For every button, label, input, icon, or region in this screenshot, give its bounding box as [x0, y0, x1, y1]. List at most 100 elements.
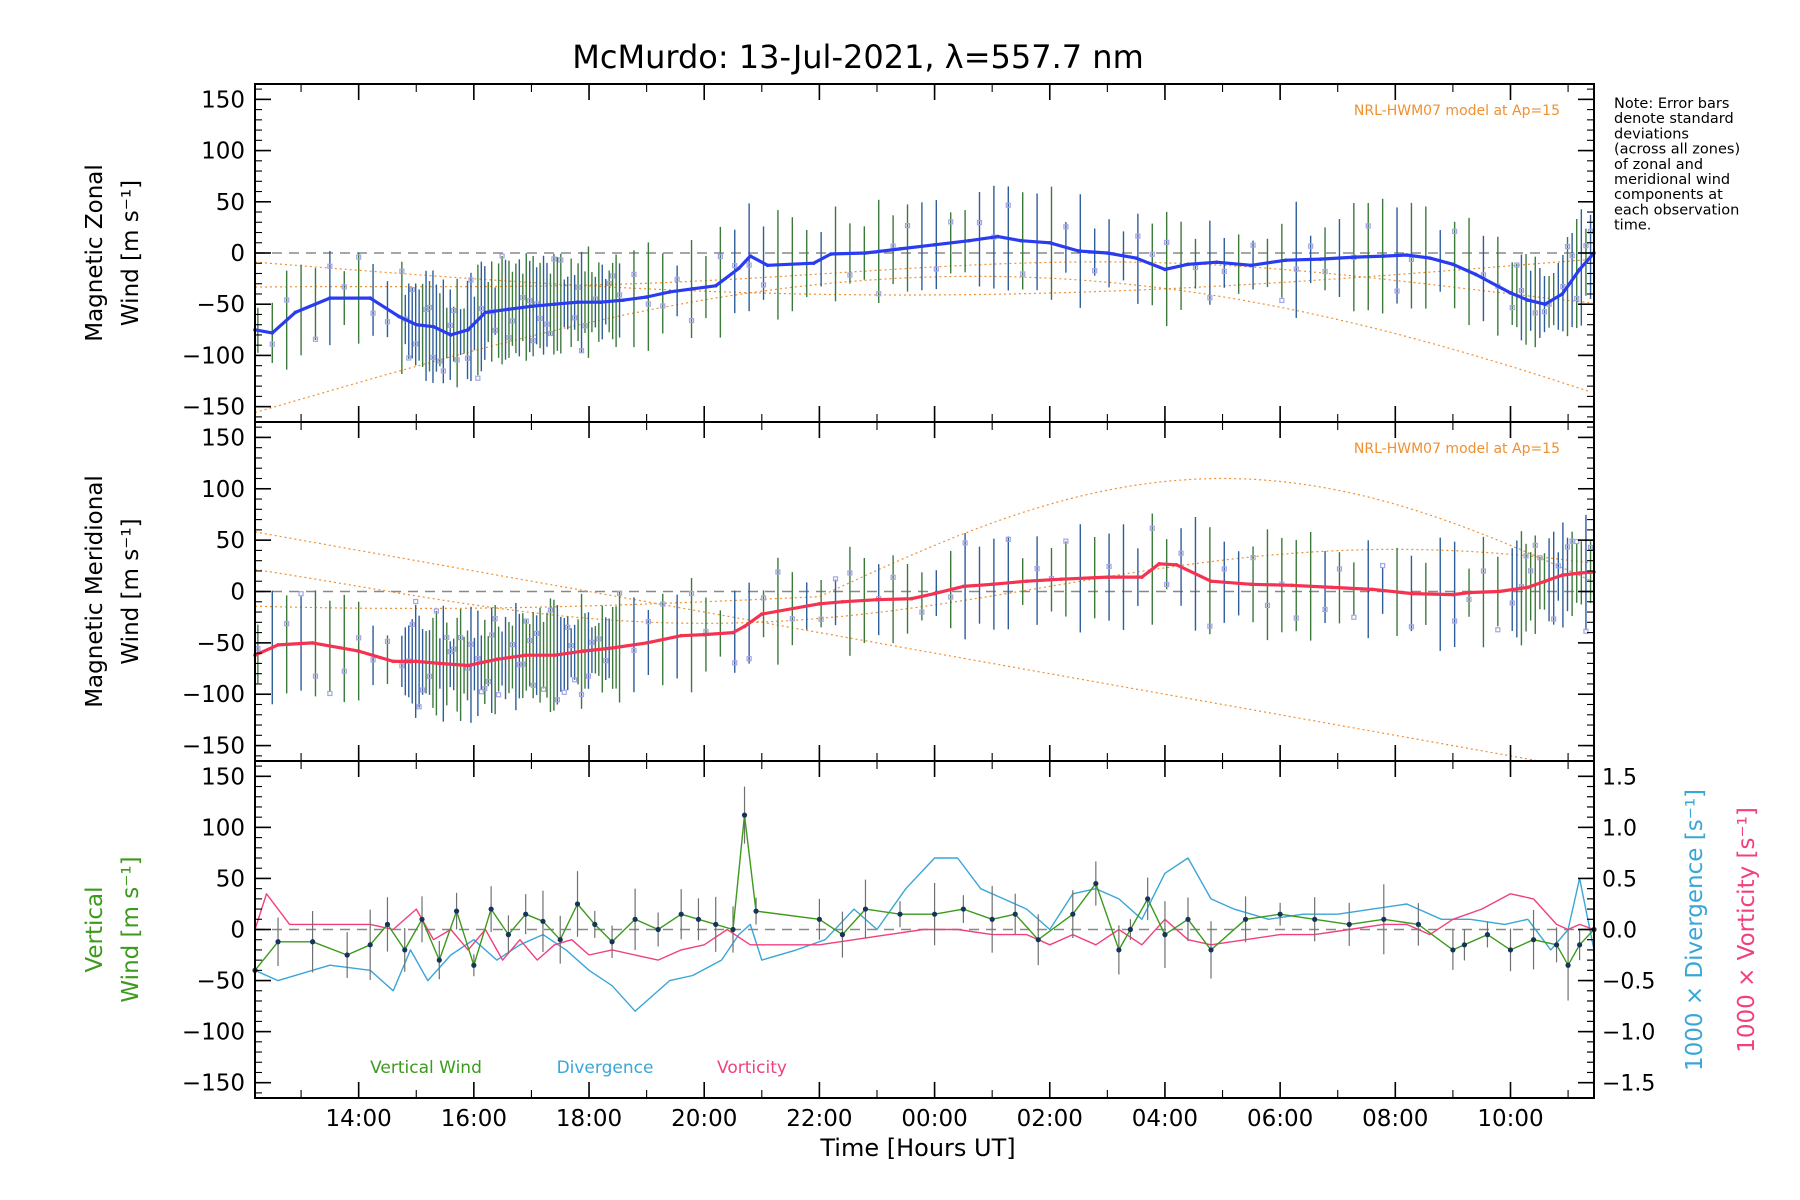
zonal-wind-point: [1560, 292, 1565, 296]
zonal-wind-point: [293, 310, 298, 315]
meridional-wind-point: [1560, 573, 1565, 577]
scatter-point: [284, 621, 290, 627]
meridional-wind-point: [610, 646, 614, 650]
zonal-wind-point: [1047, 240, 1052, 245]
zonal-wind-point: [575, 300, 580, 304]
vertical-wind-point: [655, 926, 661, 933]
model-curve: [254, 261, 1592, 304]
x-tick-label: 00:00: [901, 1106, 967, 1132]
vertical-wind-point: [436, 957, 442, 963]
meridional-wind-point: [437, 661, 442, 666]
zonal-wind-point: [996, 234, 1000, 239]
meridional-wind-point: [875, 597, 879, 602]
x-tick-label: 06:00: [1247, 1106, 1313, 1132]
zonal-wind-point: [811, 261, 816, 266]
meridional-wind-point: [310, 641, 315, 645]
scatter-point: [509, 318, 516, 324]
scatter-point: [558, 257, 564, 263]
scatter-point: [775, 569, 781, 575]
vertical-wind-point: [1312, 916, 1318, 922]
vertical-wind-point: [453, 908, 460, 914]
meridional-wind-point: [909, 596, 914, 601]
scatter-point: [1569, 538, 1575, 544]
zonal-wind-point: [667, 290, 672, 294]
y-tick-label: 100: [201, 139, 245, 165]
zonal-wind-point: [1474, 272, 1478, 277]
vertical-wind-point: [1242, 916, 1249, 922]
right-y-tick-label: 0.0: [1602, 919, 1637, 944]
vertical-wind-point: [419, 916, 425, 922]
zonal-wind-point: [765, 263, 770, 268]
zonal-wind-point: [598, 300, 603, 304]
vertical-wind-point: [1577, 942, 1583, 948]
meridional-wind-point: [1577, 571, 1582, 575]
meridional-wind-point: [742, 624, 747, 629]
scatter-point: [1564, 544, 1571, 550]
zonal-wind-point: [1186, 262, 1190, 267]
zonal-wind-point: [270, 331, 275, 335]
scatter-point: [760, 595, 767, 601]
right-y-tick-label: −1.5: [1602, 1072, 1655, 1097]
scatter-point: [341, 668, 347, 674]
meridional-wind-point: [1140, 575, 1144, 579]
zonal-wind-point: [431, 324, 436, 329]
vertical-wind-point: [1450, 947, 1456, 953]
y-tick-label: −100: [182, 1020, 245, 1046]
scatter-point: [1293, 615, 1299, 621]
scatter-point: [919, 609, 925, 615]
zonal-wind-point: [1353, 255, 1357, 259]
vertical-wind-point: [1145, 896, 1151, 902]
scatter-point: [1518, 287, 1525, 294]
scatter-point: [1452, 618, 1458, 624]
model-label: NRL-HWM07 model at Ap=15: [1354, 103, 1560, 119]
scatter-point: [451, 646, 457, 652]
scatter-point: [530, 338, 536, 344]
vertical-wind-point: [1162, 932, 1168, 938]
vertical-wind-point: [1093, 880, 1099, 887]
scatter-point: [399, 663, 405, 669]
scatter-point: [485, 678, 491, 685]
zonal-wind-point: [621, 298, 626, 302]
vertical-wind-point: [1346, 921, 1352, 927]
zonal-wind-point: [483, 310, 488, 315]
meridional-wind-line: [254, 562, 1595, 668]
x-tick-label: 08:00: [1362, 1106, 1428, 1132]
scatter-point: [962, 540, 968, 546]
zonal-wind-point: [466, 328, 470, 332]
zonal-wind-point: [736, 266, 741, 271]
vertical-wind-point: [632, 916, 638, 922]
meridional-wind-point: [1024, 579, 1029, 584]
zonal-wind-point: [932, 243, 937, 247]
right-y-tick-label: 1.0: [1602, 816, 1637, 841]
zonal-wind-point: [748, 254, 753, 258]
scatter-point: [610, 273, 616, 279]
vertical-wind-point: [1565, 962, 1571, 968]
scatter-point: [1587, 544, 1594, 551]
meridional-wind-point: [1451, 592, 1455, 597]
vertical-wind-point: [540, 918, 546, 924]
scatter-point: [341, 284, 347, 290]
y-tick-label: −100: [182, 682, 245, 708]
vertical-wind-point: [344, 952, 350, 958]
y-tick-label: −50: [196, 631, 245, 657]
scatter-point: [399, 268, 405, 274]
scatter-point: [1164, 581, 1170, 588]
vertical-wind-point: [471, 962, 477, 968]
scatter-point: [520, 661, 526, 667]
chart-title: McMurdo: 13-Jul-2021, λ=557.7 nm: [572, 38, 1144, 76]
scatter-point: [1020, 271, 1026, 277]
scatter-point: [430, 354, 436, 361]
y-tick-label: 150: [201, 425, 245, 451]
scatter-point: [468, 277, 474, 283]
scatter-point: [468, 641, 474, 647]
zonal-wind-point: [1318, 257, 1323, 261]
note-line: denote standard: [1614, 111, 1734, 127]
meridional-wind-point: [1289, 583, 1294, 588]
scatter-point: [1178, 550, 1184, 556]
note-line: meridional wind: [1614, 172, 1730, 188]
scatter-point: [660, 303, 666, 309]
y-tick-label: 0: [230, 241, 245, 267]
vertical-wind-point: [989, 916, 995, 922]
meridional-wind-point: [644, 641, 649, 645]
y-tick-label: −50: [196, 969, 245, 995]
